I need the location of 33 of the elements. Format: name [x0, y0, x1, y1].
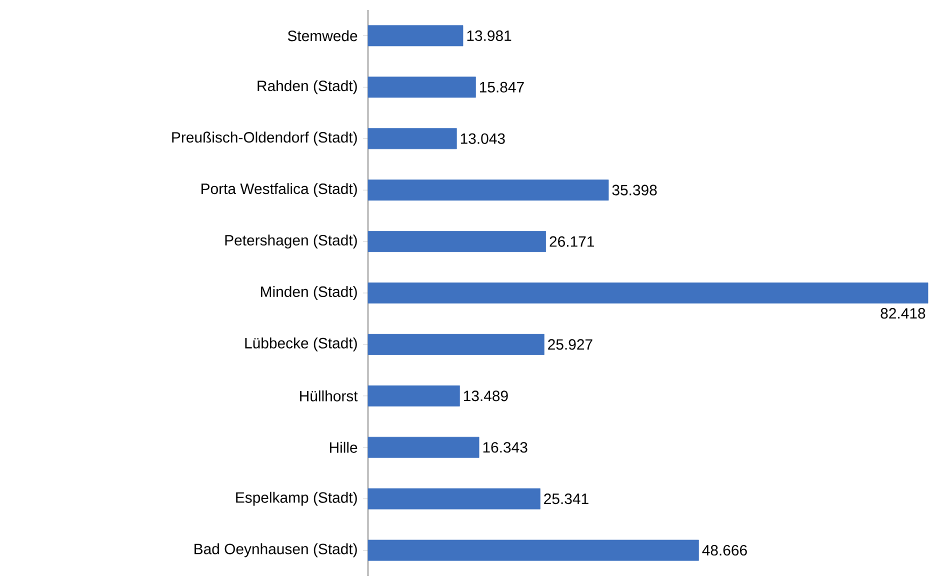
data-label: 13.981 — [467, 30, 512, 42]
data-label: 25.341 — [544, 494, 588, 504]
y-tick-label: Minden (Stadt) — [261, 286, 357, 300]
data-label: 15.847 — [480, 82, 524, 92]
y-tick-label: Preußisch-Oldendorf (Stadt) — [172, 132, 357, 146]
bar — [368, 76, 476, 98]
bar — [368, 25, 464, 46]
bar — [368, 231, 546, 252]
data-label: 13.043 — [460, 133, 505, 144]
y-tick-label: Bad Oeynhausen (Stadt) — [194, 543, 357, 558]
bar — [368, 334, 544, 355]
data-label: 13.489 — [464, 390, 508, 402]
data-label: 25.927 — [548, 339, 592, 350]
y-tick-label: Hille — [330, 442, 358, 453]
data-label: 48.666 — [702, 544, 747, 556]
data-label: 16.343 — [483, 442, 528, 453]
y-tick-label: Rahden (Stadt) — [258, 80, 357, 94]
data-label: 82.418 — [880, 308, 926, 319]
bar — [368, 540, 699, 561]
bar — [368, 180, 609, 201]
y-tick-label: Porta Westfalica (Stadt) — [202, 183, 357, 198]
y-tick-label: Stemwede — [288, 30, 358, 42]
data-label: 26.171 — [550, 236, 594, 247]
bar — [368, 282, 928, 304]
bar — [368, 128, 457, 150]
y-tick-label: Petershagen (Stadt) — [225, 234, 357, 248]
y-tick-label: Lübbecke (Stadt) — [245, 337, 357, 352]
data-label: 35.398 — [612, 184, 657, 196]
bar — [368, 488, 540, 510]
bar — [368, 385, 460, 406]
y-tick-label: Espelkamp (Stadt) — [236, 492, 357, 506]
bar — [368, 436, 480, 458]
y-tick-label: Hüllhorst — [300, 390, 358, 402]
